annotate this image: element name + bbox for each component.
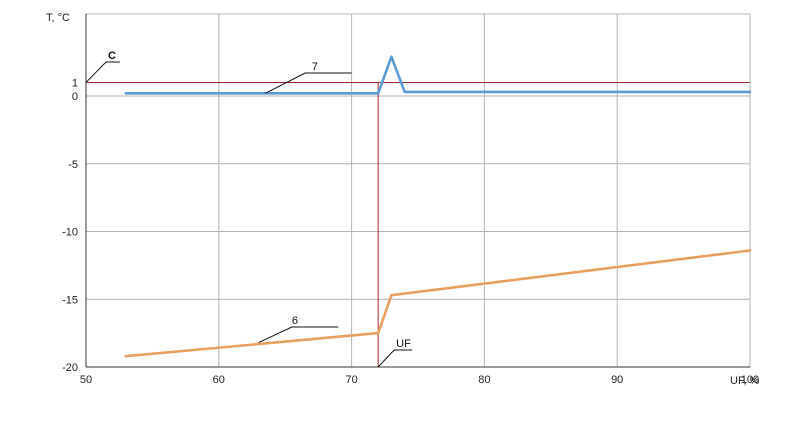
reference-label-uf-text: UF (396, 338, 411, 350)
reference-label-c-text: C (108, 50, 116, 62)
x-tick-label-60: 60 (213, 374, 225, 386)
axes (85, 14, 750, 368)
y-tick-label--10: -10 (62, 227, 78, 239)
reference-lines (86, 81, 750, 367)
reference-label-uf: UF (377, 338, 413, 368)
x-axis-title: UF, % (730, 375, 760, 387)
x-tick-label-70: 70 (345, 374, 357, 386)
series-label-6-leader (258, 326, 339, 344)
series-label-7: 7 (265, 61, 352, 94)
reference-label-c: C (85, 50, 120, 83)
series-label-7-text: 7 (312, 61, 318, 73)
series-label-7-leader (265, 72, 352, 94)
grid (86, 13, 751, 367)
y-axis-title: T, °C (46, 12, 70, 24)
series-lines (124, 55, 752, 358)
callouts: 7 6 C UF (85, 50, 413, 368)
series-label-6: 6 (258, 315, 339, 344)
y-tick-label-0: 0 (72, 91, 78, 103)
series-line-7 (124, 55, 752, 95)
y-tick-label--5: -5 (68, 159, 78, 171)
x-tick-label-100: 100 (741, 374, 759, 386)
y-tick-label-1: 1 (72, 77, 78, 89)
x-tick-label-90: 90 (611, 374, 623, 386)
x-tick-label-50: 50 (80, 374, 92, 386)
reference-label-uf-leader (377, 349, 413, 368)
y-tick-label--20: -20 (62, 362, 78, 374)
series-line-6 (124, 249, 752, 358)
x-tick-label-80: 80 (478, 374, 490, 386)
y-tick-label--15: -15 (62, 294, 78, 306)
reference-label-c-leader (85, 61, 120, 83)
series-label-6-text: 6 (292, 315, 298, 327)
tick-labels: 50 60 70 80 90 100 -20 -15 -10 -5 0 1 (62, 77, 759, 386)
